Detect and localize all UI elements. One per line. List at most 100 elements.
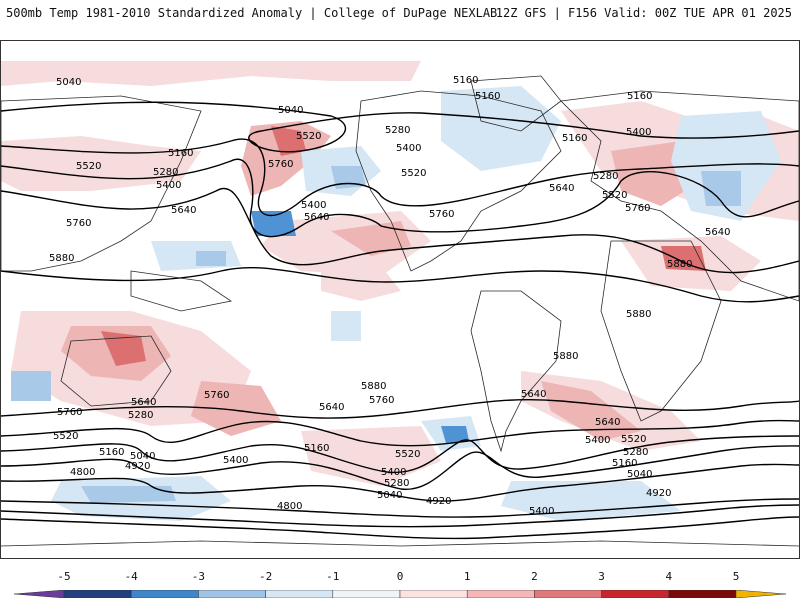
contour-label: 5760 [268,159,293,170]
colorbar-segment [399,590,468,598]
anomaly-area [541,381,641,441]
contour-label: 5520 [76,161,101,172]
colorbar-strip [14,590,786,598]
anomaly-area [661,246,706,271]
contour-label: 5400 [156,180,181,191]
anomaly-area [271,126,306,156]
contour-label: 5040 [130,451,155,462]
anomaly-area [331,221,411,256]
anomaly-area [251,211,296,236]
contour-line [1,516,799,540]
colorbar-tick-label: 3 [598,570,605,583]
contour-label: 5400 [626,127,651,138]
anomaly-area [1,61,421,86]
contour-label: 5640 [705,227,730,238]
contour-label: 5280 [128,410,153,421]
anomaly-area [11,371,51,401]
contour-line [1,463,799,502]
contour-label: 5520 [401,168,426,179]
contour-line [1,504,799,528]
contour-label: 5280 [153,167,178,178]
contour-label: 5880 [667,259,692,270]
contour-label: 5400 [529,506,554,517]
contour-label: 5760 [57,407,82,418]
anomaly-area [701,171,741,206]
contour-line [1,187,799,274]
contour-line [1,138,799,217]
contour-label: 5160 [99,447,124,458]
contour-label: 5520 [621,434,646,445]
contour-label: 5400 [396,143,421,154]
contour-line [1,445,799,490]
contour-label: 5520 [296,131,321,142]
colorbar-tick-label: -3 [191,570,206,583]
contour-label: 5880 [553,351,578,362]
contour-line [1,101,799,153]
contour-label: 5760 [429,209,454,220]
contour-line [1,158,799,238]
contour-label: 5880 [361,381,386,392]
contour-label: 5040 [627,469,652,480]
colorbar-tick-label: 1 [463,570,471,583]
contour-line [1,266,799,303]
contour-line [1,498,799,518]
contour-label: 5760 [625,203,650,214]
contour-label: 5040 [56,77,81,88]
coastline-south-america [470,290,562,453]
contour-label: 5760 [66,218,91,229]
contour-label: 5040 [377,490,402,501]
contour-label: 5760 [204,390,229,401]
colorbar-legend: -5 -4 -3 -2 -1 0 1 2 3 4 5 [14,570,786,600]
contour-label: 5520 [602,190,627,201]
colorbar-tick-label: 2 [531,570,538,583]
header: 500mb Temp 1981-2010 Standardized Anomal… [0,0,800,34]
contour-label: 5520 [53,431,78,442]
contour-label: 5400 [223,455,248,466]
contour-label: 4920 [125,461,150,472]
contour-label: 5640 [131,397,156,408]
colorbar-segment [668,590,737,598]
contour-labels: 5040 5160 5160 5160 5040 5520 5280 5400 … [49,75,730,517]
contour-label: 5640 [319,402,344,413]
colorbar-segment [265,590,334,598]
contour-label: 5880 [626,309,651,320]
colorbar-tick-label: -2 [258,570,273,583]
anomaly-area [331,311,361,341]
colorbar-segment [198,590,266,598]
contour-label: 5040 [278,105,303,116]
anomaly-area [441,426,469,443]
anomaly-area [241,121,331,196]
colorbar-segment [735,590,786,598]
contour-label: 5160 [304,443,329,454]
contour-label: 4800 [70,467,95,478]
coastline-antarctica [1,540,799,547]
coastline-maritime-asia [130,270,233,312]
contour-label: 5640 [171,205,196,216]
colorbar-segment [63,590,132,598]
contour-label: 5280 [385,125,410,136]
coastline-eurasia [560,90,799,302]
contour-label: 4800 [277,501,302,512]
anomaly-area [101,331,146,366]
contour-label: 5640 [521,389,546,400]
colorbar-segment [534,590,602,598]
coastline-australia [60,335,172,407]
colorbar-tick-label: 4 [665,570,673,583]
coastline-africa [600,240,722,422]
colorbar-tick-label: 5 [732,570,740,583]
colorbar-segment [130,590,199,598]
coastline-greenland [470,75,562,132]
contour-label: 5640 [595,417,620,428]
contour-label: 5160 [168,148,193,159]
anomaly-area [196,251,226,266]
anomaly-area [501,481,681,521]
colorbar-tick-label: -4 [124,570,138,583]
map-panel: 5040 5160 5160 5160 5040 5520 5280 5400 … [0,40,800,559]
coastline-north-america [355,90,562,272]
contour-label: 5880 [49,253,74,264]
contour-label: 5640 [304,212,329,223]
contour-label: 5760 [369,395,394,406]
contour-label: 5400 [381,467,406,478]
contour-label: 5280 [384,478,409,489]
colorbar-tick-label: -1 [326,570,340,583]
